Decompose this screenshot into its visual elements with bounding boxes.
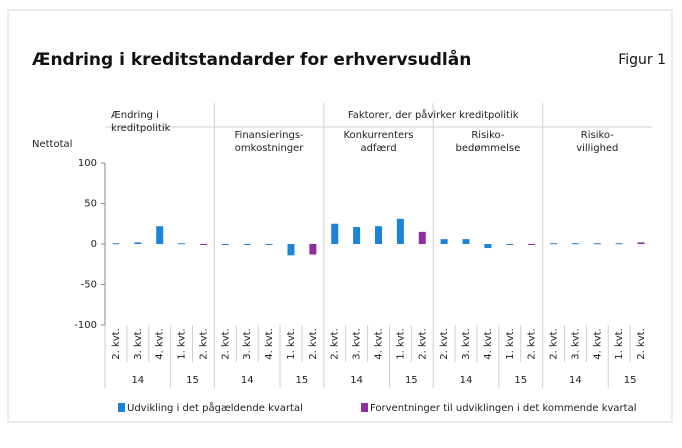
x-tick-label: 3. kvt. xyxy=(461,328,472,360)
year-label: 14 xyxy=(241,375,254,386)
bar xyxy=(550,243,558,245)
bar xyxy=(156,226,164,244)
x-tick-label: 2. kvt. xyxy=(417,328,428,360)
bar xyxy=(309,244,317,255)
x-tick-label: 4. kvt. xyxy=(264,328,275,360)
x-tick-label: 1. kvt. xyxy=(177,328,188,360)
x-tick-label: 2. kvt. xyxy=(220,328,231,360)
chart-title: Ændring i kreditstandarder for erhvervsu… xyxy=(32,48,471,70)
bar xyxy=(418,231,426,244)
bar xyxy=(178,243,186,245)
x-tick-label: 3. kvt. xyxy=(570,328,581,360)
x-tick-label: 3. kvt. xyxy=(242,328,253,360)
bar xyxy=(593,243,601,245)
x-tick-label: 3. kvt. xyxy=(352,328,363,360)
group-label: bedømmelse xyxy=(456,143,521,154)
x-tick-label: 2. kvt. xyxy=(308,328,319,360)
y-axis-label: Nettotal xyxy=(32,139,72,150)
y-tick-label: -100 xyxy=(74,320,97,331)
x-tick-label: 2. kvt. xyxy=(198,328,209,360)
year-label: 14 xyxy=(460,375,473,386)
x-tick-label: 4. kvt. xyxy=(592,328,603,360)
year-label: 15 xyxy=(624,375,637,386)
x-tick-label: 1. kvt. xyxy=(395,328,406,360)
bar xyxy=(112,243,120,245)
bar xyxy=(353,226,361,244)
group-label: adfærd xyxy=(360,143,396,154)
group-label: Risiko- xyxy=(471,130,504,141)
y-tick-label: 0 xyxy=(91,239,97,250)
year-label: 15 xyxy=(514,375,527,386)
year-label: 15 xyxy=(186,375,199,386)
legend-swatch xyxy=(361,403,368,412)
header-label: Faktorer, der påvirker kreditpolitik xyxy=(348,108,519,121)
group-label: Risiko- xyxy=(581,130,614,141)
x-tick-label: 1. kvt. xyxy=(505,328,516,360)
bar xyxy=(199,244,207,245)
bar xyxy=(221,244,229,245)
x-tick-label: 4. kvt. xyxy=(483,328,494,360)
bar xyxy=(265,244,273,245)
x-tick-label: 1. kvt. xyxy=(614,328,625,360)
x-tick-label: 2. kvt. xyxy=(527,328,538,360)
legend-label: Udvikling i det pågældende kvartal xyxy=(127,401,303,414)
year-label: 14 xyxy=(350,375,363,386)
bar xyxy=(506,244,514,245)
bar xyxy=(637,242,645,244)
year-label: 15 xyxy=(405,375,418,386)
figure-label: Figur 1 xyxy=(618,52,666,68)
y-tick-label: -50 xyxy=(81,280,97,291)
year-label: 14 xyxy=(131,375,144,386)
bar xyxy=(243,244,251,245)
y-tick-label: 50 xyxy=(84,199,97,210)
bar xyxy=(484,244,492,249)
x-tick-label: 3. kvt. xyxy=(133,328,144,360)
x-tick-label: 2. kvt. xyxy=(330,328,341,360)
bar xyxy=(134,242,142,244)
group-label: Finansierings- xyxy=(235,130,305,141)
y-tick-label: 100 xyxy=(78,158,97,169)
year-label: 14 xyxy=(569,375,582,386)
x-tick-label: 2. kvt. xyxy=(636,328,647,360)
x-tick-label: 2. kvt. xyxy=(111,328,122,360)
x-tick-label: 4. kvt. xyxy=(155,328,166,360)
x-tick-label: 2. kvt. xyxy=(549,328,560,360)
year-label: 15 xyxy=(296,375,309,386)
bar xyxy=(462,239,470,244)
group-label: Konkurrenters xyxy=(343,130,413,141)
group-label: villighed xyxy=(576,143,618,154)
bar xyxy=(375,226,382,244)
frame xyxy=(7,9,673,423)
group-label: omkostninger xyxy=(235,143,304,154)
bar xyxy=(528,244,536,245)
bar xyxy=(440,239,448,244)
legend-swatch xyxy=(118,403,125,412)
bar xyxy=(396,218,404,244)
x-tick-label: 2. kvt. xyxy=(439,328,450,360)
bar xyxy=(615,243,623,245)
bar xyxy=(331,223,339,244)
x-tick-label: 1. kvt. xyxy=(286,328,297,360)
x-tick-label: 4. kvt. xyxy=(374,328,385,360)
legend-label: Forventninger til udviklingen i det komm… xyxy=(370,403,636,414)
group-label: Ændring i xyxy=(111,110,159,121)
bar xyxy=(571,243,579,245)
group-label: kreditpolitik xyxy=(111,123,171,134)
bar xyxy=(287,244,295,256)
